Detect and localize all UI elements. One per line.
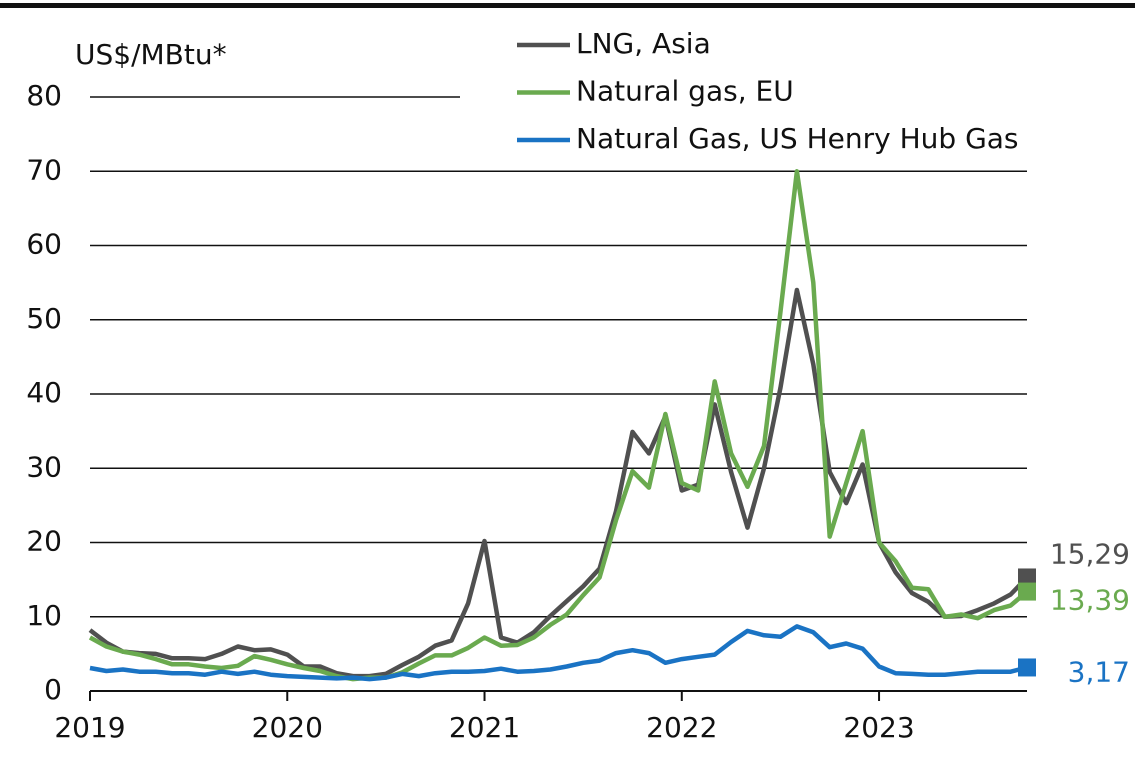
series-line: [88, 287, 1029, 679]
end-label: 3,17: [1068, 655, 1130, 688]
y-tick-label: 60: [26, 228, 62, 261]
end-label: 13,39: [1050, 584, 1130, 617]
x-tick-label: 2021: [449, 711, 520, 744]
y-tick-label: 20: [26, 525, 62, 558]
y-tick-label: 0: [44, 673, 62, 706]
end-marker: [1018, 658, 1036, 677]
x-tick-label: 2019: [54, 711, 125, 744]
x-tick-label: 2022: [646, 711, 717, 744]
y-tick-label: 80: [26, 79, 62, 112]
x-tick-label: 2023: [843, 711, 914, 744]
y-tick-label: 10: [26, 599, 62, 632]
end-label: 15,29: [1050, 537, 1130, 570]
y-axis-label: US$/MBtu*: [75, 38, 227, 71]
y-tick-label: 50: [26, 302, 62, 335]
y-tick-label: 40: [26, 376, 62, 409]
legend-label: LNG, Asia: [576, 27, 711, 60]
top-rule: [0, 3, 1135, 8]
legend-label: Natural gas, EU: [576, 75, 794, 108]
series-line: [89, 624, 1028, 682]
y-tick-label: 70: [26, 153, 62, 186]
x-tick-label: 2020: [252, 711, 323, 744]
series-line: [88, 169, 1029, 682]
legend-label: Natural Gas, US Henry Hub Gas: [576, 122, 1019, 155]
end-marker: [1018, 582, 1036, 601]
y-tick-label: 30: [26, 450, 62, 483]
end-marker: [1018, 568, 1036, 587]
